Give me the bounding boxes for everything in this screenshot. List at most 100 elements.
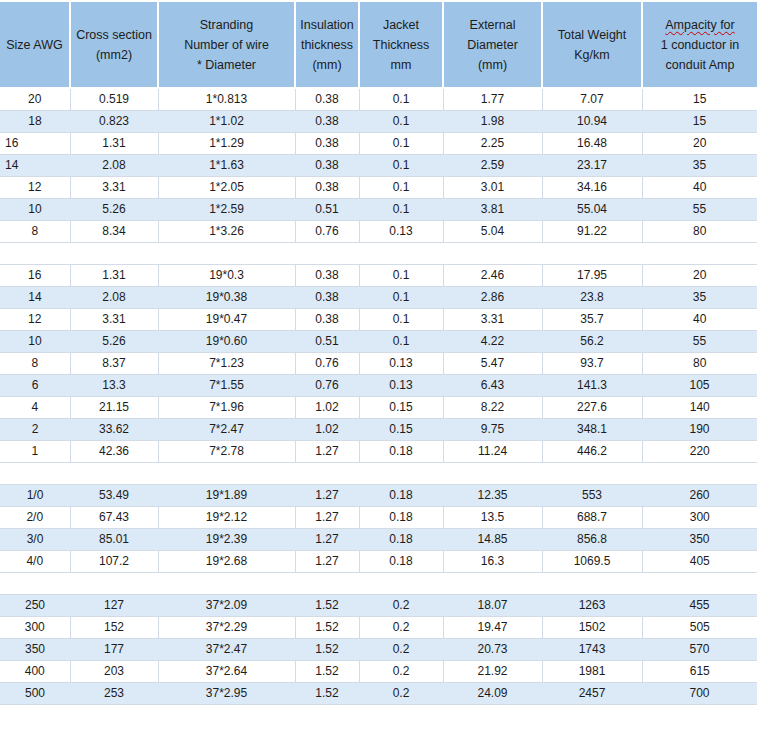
table-cell: 19.47 [443,616,542,638]
table-row: 142.367*2.781.270.1811.24446.2220 [0,440,757,462]
table-cell: 250 [0,594,70,616]
column-header-line: Thickness [362,35,440,55]
column-header-line: * Diameter [161,55,292,75]
empty-cell [0,242,70,264]
table-cell: 4 [0,396,70,418]
table-row: 180.8231*1.020.380.11.9810.9415 [0,110,757,132]
table-cell: 6.43 [443,374,542,396]
table-row: 613.37*1.550.760.136.43141.3105 [0,374,757,396]
empty-cell [443,462,542,484]
empty-cell [295,242,359,264]
table-cell: 2457 [542,682,642,704]
table-cell: 15 [642,110,757,132]
table-cell: 12 [0,176,70,198]
table-cell: 10.94 [542,110,642,132]
table-cell: 1.98 [443,110,542,132]
table-cell: 0.13 [359,352,443,374]
table-row: 3/085.0119*2.391.270.1814.85856.8350 [0,528,757,550]
table-cell: 2.59 [443,154,542,176]
table-row: 88.341*3.260.760.135.0491.2280 [0,220,757,242]
table-cell: 300 [642,506,757,528]
table-cell: 16.3 [443,550,542,572]
empty-cell [70,462,158,484]
table-row: 2/067.4319*2.121.270.1813.5688.7300 [0,506,757,528]
table-cell: 553 [542,484,642,506]
column-header: Cross section(mm2) [70,1,158,88]
empty-cell [158,242,295,264]
column-header-line: (mm) [298,55,356,75]
column-header-line-misspell-marked: Ampacity for [645,15,755,35]
table-row: 421.157*1.961.020.158.22227.6140 [0,396,757,418]
table-cell: 37*2.29 [158,616,295,638]
table-cell: 1.27 [295,484,359,506]
empty-cell [0,462,70,484]
empty-cell [70,572,158,594]
table-cell: 1981 [542,660,642,682]
table-cell: 350 [0,638,70,660]
table-row: 88.377*1.230.760.135.4793.780 [0,352,757,374]
table-cell: 0.2 [359,616,443,638]
table-cell: 11.24 [443,440,542,462]
table-cell: 7*2.47 [158,418,295,440]
table-cell: 7*1.23 [158,352,295,374]
table-cell: 500 [0,682,70,704]
table-cell: 0.38 [295,264,359,286]
table-cell: 152 [70,616,158,638]
table-cell: 0.1 [359,308,443,330]
table-cell: 35 [642,286,757,308]
table-cell: 3.31 [70,176,158,198]
table-cell: 570 [642,638,757,660]
table-cell: 0.38 [295,308,359,330]
table-cell: 21.92 [443,660,542,682]
empty-cell [443,242,542,264]
table-cell: 1.27 [295,440,359,462]
table-cell: 37*2.09 [158,594,295,616]
empty-cell [359,242,443,264]
table-row: 25012737*2.091.520.218.071263455 [0,594,757,616]
table-cell: 5.26 [70,198,158,220]
table-cell: 20 [642,132,757,154]
table-row: 4/0107.219*2.681.270.1816.31069.5405 [0,550,757,572]
table-cell: 93.7 [542,352,642,374]
table-cell: 1.52 [295,616,359,638]
table-cell: 1.02 [295,418,359,440]
table-cell: 177 [70,638,158,660]
table-cell: 0.2 [359,682,443,704]
table-cell: 1 [0,440,70,462]
table-cell: 67.43 [70,506,158,528]
table-cell: 140 [642,396,757,418]
empty-cell [542,462,642,484]
table-cell: 1.27 [295,506,359,528]
table-cell: 8.22 [443,396,542,418]
separator-row [0,572,757,594]
table-cell: 0.1 [359,330,443,352]
table-cell: 0.1 [359,88,443,110]
table-cell: 0.2 [359,660,443,682]
table-row: 105.261*2.590.510.13.8155.0455 [0,198,757,220]
table-cell: 16 [0,132,70,154]
table-cell: 3.81 [443,198,542,220]
table-cell: 350 [642,528,757,550]
table-cell: 400 [0,660,70,682]
table-cell: 2.08 [70,286,158,308]
column-header-line: conduit Amp [645,55,755,75]
table-cell: 107.2 [70,550,158,572]
table-cell: 16.48 [542,132,642,154]
table-cell: 3.31 [70,308,158,330]
table-cell: 1.31 [70,264,158,286]
table-cell: 1*2.05 [158,176,295,198]
table-cell: 0.18 [359,484,443,506]
table-row: 161.3119*0.30.380.12.4617.9520 [0,264,757,286]
table-cell: 37*2.95 [158,682,295,704]
table-cell: 5.04 [443,220,542,242]
table-cell: 35 [642,154,757,176]
table-row: 123.311*2.050.380.13.0134.1640 [0,176,757,198]
table-cell: 300 [0,616,70,638]
table-cell: 0.38 [295,132,359,154]
table-cell: 24.09 [443,682,542,704]
table-cell: 3.31 [443,308,542,330]
table-cell: 40 [642,308,757,330]
table-cell: 20 [0,88,70,110]
table-cell: 3/0 [0,528,70,550]
table-cell: 23.8 [542,286,642,308]
